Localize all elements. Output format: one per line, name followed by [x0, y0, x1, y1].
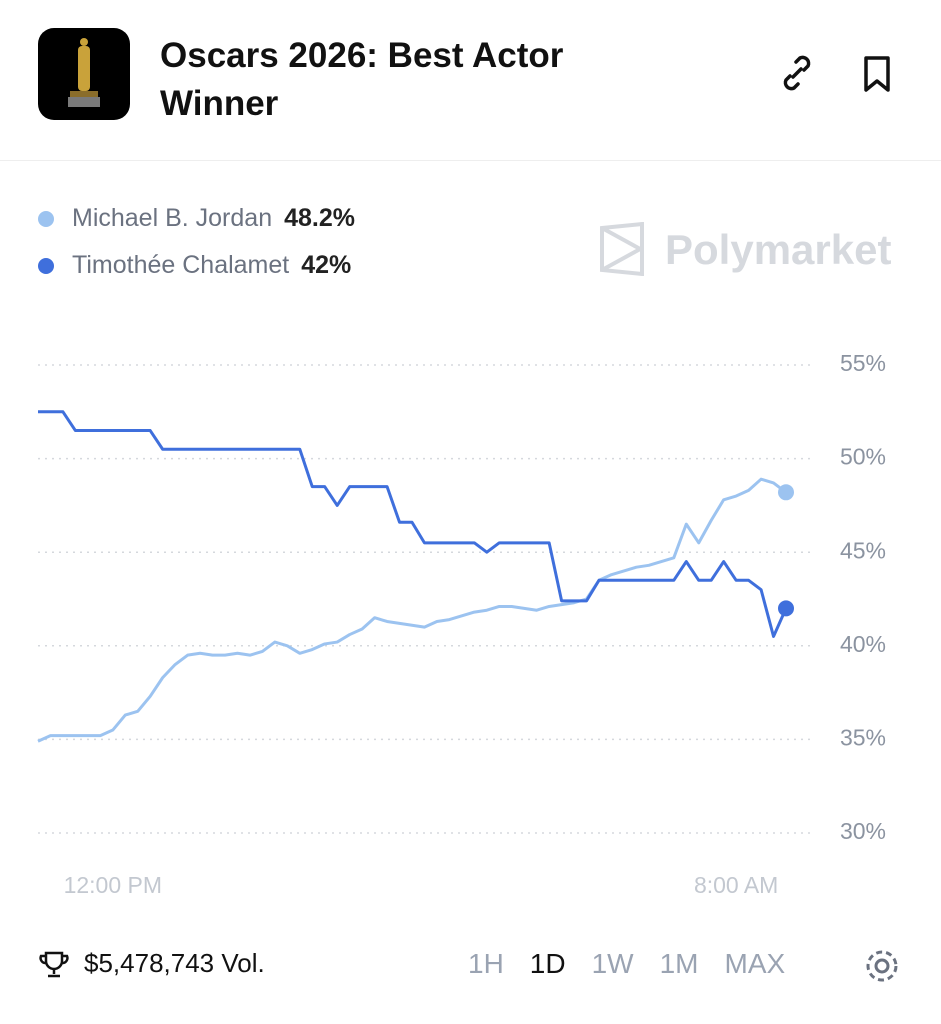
y-tick-label: 35% [840, 724, 886, 750]
divider [0, 160, 941, 161]
series-line [38, 410, 788, 638]
range-button[interactable]: MAX [724, 948, 786, 979]
trophy-figure [68, 38, 100, 107]
range-button[interactable]: 1M [659, 948, 699, 979]
end-dot [778, 484, 794, 501]
legend-dot [38, 257, 54, 274]
y-tick-label: 45% [840, 537, 886, 563]
range-selector: 1H 1D 1W 1M MAX [468, 948, 785, 980]
range-button[interactable]: 1D [529, 948, 566, 979]
legend-value: 42% [301, 251, 352, 279]
series-line [37, 477, 787, 743]
settings-button[interactable] [862, 946, 902, 986]
bookmark-button[interactable] [860, 54, 896, 94]
legend-item: Timothée Chalamet 42% [38, 242, 355, 289]
range-button[interactable]: 1H [468, 948, 504, 979]
legend-name: Michael B. Jordan [72, 204, 273, 232]
y-tick-label: 50% [840, 444, 886, 470]
y-tick-label: 40% [840, 631, 886, 657]
legend-item: Michael B. Jordan 48.2% [38, 195, 355, 242]
trophy-icon [39, 951, 69, 977]
volume: $5,478,743 Vol. [38, 948, 265, 979]
y-tick-label: 55% [840, 350, 886, 376]
legend-name: Timothée Chalamet [72, 251, 290, 279]
market-icon [38, 28, 130, 120]
chart: 30% 35% 40% 45% 50% 55% 12:00 PM 8:00 AM [37, 350, 886, 898]
x-tick-label: 12:00 PM [64, 872, 162, 898]
range-button[interactable]: 1W [591, 948, 634, 979]
legend-value: 48.2% [284, 204, 355, 232]
volume-text: $5,478,743 Vol. [84, 948, 265, 978]
watermark-logo [600, 222, 644, 276]
x-tick-label: 8:00 AM [694, 872, 778, 898]
watermark: Polymarket [665, 226, 892, 273]
legend: Michael B. Jordan 48.2% Timothée Chalamet 4… [38, 195, 355, 289]
end-dot [778, 600, 794, 617]
y-tick-label: 30% [840, 818, 886, 844]
link-button[interactable] [778, 54, 818, 94]
legend-dot [38, 210, 54, 227]
market-title: Oscars 2026: Best Actor Winner [160, 36, 564, 123]
